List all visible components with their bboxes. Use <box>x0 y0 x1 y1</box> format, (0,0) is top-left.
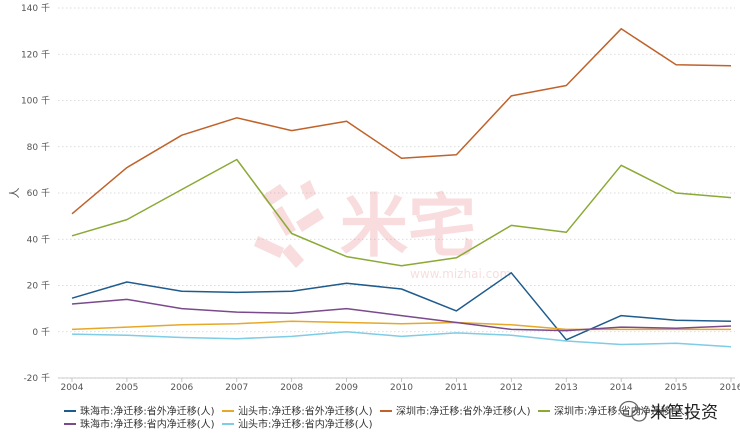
brand-text: 米筐投资 <box>650 403 718 423</box>
x-tick-label: 2005 <box>115 383 138 393</box>
axes: -20 千 0 千 20 千 40 千 60 千 80 千 100 千 120 千 140 千 2… <box>8 3 740 393</box>
legend: 珠海市:净迁移:省外净迁移(人) 汕头市:净迁移:省外净迁移(人) 深圳市:净迁移:… <box>64 405 689 431</box>
x-tick-label: 2016 <box>720 383 740 393</box>
y-tick-label: -20 千 <box>23 373 50 384</box>
series-line <box>71 28 732 215</box>
legend-item: 深圳市:净迁移:省外净迁移(人) <box>396 405 531 418</box>
y-tick-label: 20 千 <box>27 281 50 292</box>
brand: 米筐投资 <box>619 400 718 423</box>
legend-item: 深圳市:净迁移:省内净迁移(人) <box>554 405 689 418</box>
x-tick-label: 2013 <box>555 383 578 393</box>
y-tick-label: 80 千 <box>27 142 50 153</box>
series-lines <box>71 28 732 348</box>
y-axis-label: 人 <box>8 188 21 199</box>
legend-item: 汕头市:净迁移:省内净迁移(人) <box>238 418 373 431</box>
x-tick-label: 2015 <box>665 383 688 393</box>
series-line <box>71 298 732 332</box>
grid-lines <box>58 7 735 379</box>
x-tick-label: 2011 <box>445 383 468 393</box>
x-tick-label: 2006 <box>170 383 193 393</box>
y-tick-label: 60 千 <box>27 188 50 199</box>
series-line <box>71 272 732 341</box>
watermark-url: www.mizhai.com <box>410 267 511 281</box>
legend-item: 汕头市:净迁移:省外净迁移(人) <box>238 405 373 418</box>
x-tick-label: 2009 <box>335 383 358 393</box>
y-tick-label: 0 千 <box>32 327 50 338</box>
series-line <box>71 331 732 348</box>
y-tick-label: 100 千 <box>21 96 50 107</box>
x-tick-label: 2012 <box>500 383 523 393</box>
y-tick-label: 140 千 <box>21 3 50 14</box>
series-line <box>71 320 731 331</box>
legend-item: 珠海市:净迁移:省外净迁移(人) <box>80 405 215 418</box>
wechat-icon <box>619 400 647 422</box>
x-tick-label: 2014 <box>610 383 633 393</box>
x-tick-label: 2008 <box>280 383 303 393</box>
y-tick-label: 120 千 <box>21 49 50 60</box>
legend-item: 珠海市:净迁移:省内净迁移(人) <box>80 418 215 431</box>
watermark-logo-icon <box>254 180 324 268</box>
x-tick-label: 2007 <box>225 383 248 393</box>
x-tick-label: 2010 <box>390 383 413 393</box>
x-tick-label: 2004 <box>61 383 84 393</box>
series-line <box>71 158 732 267</box>
watermark: 米宅 www.mizhai.com <box>254 180 511 281</box>
watermark-text: 米宅 <box>340 188 476 267</box>
y-tick-label: 40 千 <box>27 234 50 245</box>
